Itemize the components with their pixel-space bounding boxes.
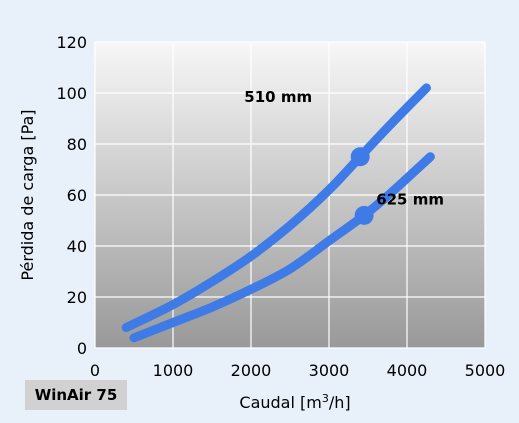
y-axis-label: Pérdida de carga [Pa]: [18, 109, 37, 280]
y-tick-label: 0: [77, 339, 87, 358]
x-tick-label: 5000: [465, 361, 506, 380]
product-badge: WinAir 75: [25, 380, 127, 410]
series-marker-510-mm: [350, 147, 370, 167]
y-tick-label: 120: [56, 33, 87, 52]
x-tick-label: 3000: [309, 361, 350, 380]
y-tick-label: 20: [67, 288, 87, 307]
y-tick-label: 80: [67, 135, 87, 154]
y-tick-label: 40: [67, 237, 87, 256]
series-label: 510 mm: [244, 88, 312, 106]
series-label: 625 mm: [376, 190, 444, 208]
y-tick-label: 100: [56, 84, 87, 103]
series-marker-625-mm: [354, 205, 374, 225]
x-tick-label: 2000: [231, 361, 272, 380]
x-axis-label-sup: 3: [322, 392, 329, 405]
x-tick-label: 4000: [387, 361, 428, 380]
series-layer: 510 mm 625 mm: [121, 83, 444, 343]
gridlines: [94, 41, 486, 349]
x-tick-label: 0: [90, 361, 100, 380]
series-line-625-mm: [129, 152, 435, 343]
series-line-510-mm: [121, 83, 431, 333]
x-axis-label: Caudal [m3/h]: [239, 392, 350, 412]
tick-labels: 0 20 40 60 80 100 120 0 1000 2000 3000 4000 5000: [56, 33, 505, 380]
x-axis-label-main: Caudal [m: [239, 393, 321, 412]
x-axis-label-unit: /h]: [329, 393, 351, 412]
y-tick-label: 60: [67, 186, 87, 205]
x-tick-label: 1000: [153, 361, 194, 380]
